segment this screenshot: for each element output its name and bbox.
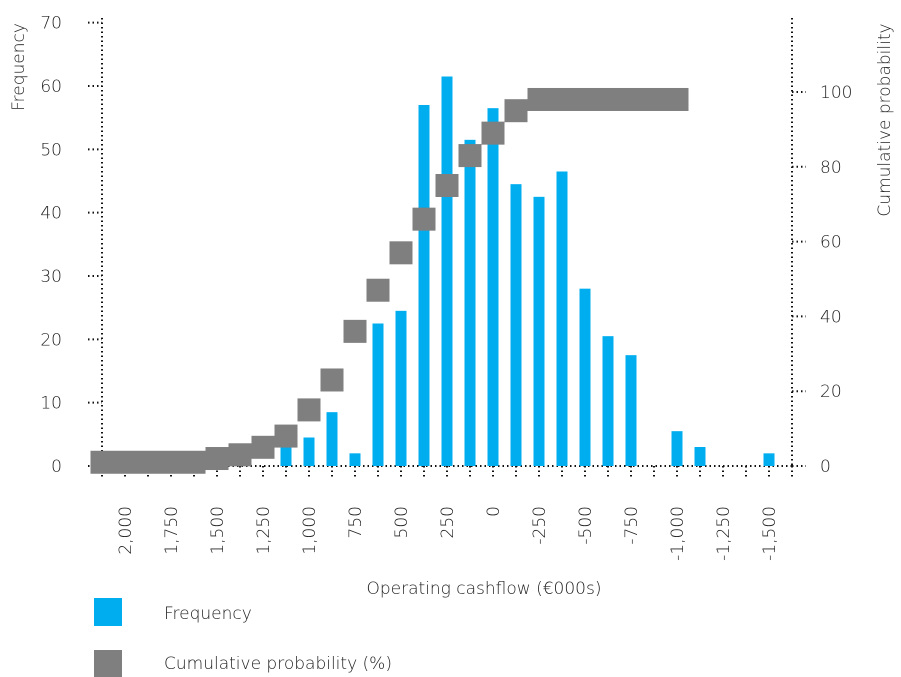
cumulative-marker	[550, 87, 574, 111]
x-tick-label: 1,750	[162, 506, 182, 555]
y-tick-label: 60	[40, 77, 62, 97]
x-tick-label: 500	[392, 506, 412, 538]
x-tick-label: -1,250	[714, 506, 734, 561]
cumulative-marker	[113, 450, 137, 474]
x-tick-label: -500	[576, 506, 596, 545]
x-tick-label: 1,250	[254, 506, 274, 555]
cumulative-marker	[665, 87, 689, 111]
frequency-bar	[372, 323, 384, 466]
cumulative-marker	[136, 450, 160, 474]
legend-frequency-swatch	[94, 598, 122, 626]
y2-axis-title: Cumulative probability	[875, 23, 895, 216]
y2-tick-label: 40	[820, 307, 842, 327]
cumulative-marker	[389, 241, 413, 265]
cumulative-marker	[366, 278, 390, 302]
x-tick-label: 2,000	[116, 506, 136, 555]
cumulative-marker	[458, 144, 482, 168]
tick-labels: 0 10 20 30 40 50 60 70 0 20 40 60 80 100 2,000 1,750 1,5…	[40, 14, 852, 561]
cumulative-marker	[504, 99, 528, 123]
y-tick-label: 70	[40, 14, 62, 34]
frequency-bar	[418, 105, 430, 466]
y-tick-label: 10	[40, 394, 62, 414]
cumulative-marker	[412, 207, 436, 231]
frequency-bar	[441, 76, 453, 466]
cumulative-marker	[596, 87, 620, 111]
cumulative-marker	[274, 424, 298, 448]
y2-tick-label: 0	[820, 457, 831, 477]
frequency-bar	[326, 412, 338, 466]
cumulative-marker	[90, 450, 114, 474]
cumulative-marker	[228, 443, 252, 467]
y-tick-label: 30	[40, 267, 62, 287]
cumulative-marker	[619, 87, 643, 111]
x-tick-label: 250	[438, 506, 458, 538]
axes-group	[88, 18, 806, 478]
frequency-bar	[280, 447, 292, 466]
cumulative-marker	[527, 87, 551, 111]
frequency-bar	[694, 447, 706, 466]
frequency-bars	[280, 76, 775, 467]
x-axis-title: Operating cashflow (€000s)	[366, 579, 601, 599]
frequency-bar	[763, 453, 775, 466]
x-tick-label: -1,000	[668, 506, 688, 561]
legend-cumulative-label: Cumulative probability (%)	[164, 654, 392, 674]
frequency-bar	[625, 355, 637, 466]
x-tick-label: -1,500	[760, 506, 780, 561]
cumulative-marker	[205, 447, 229, 471]
y-tick-label: 20	[40, 330, 62, 350]
y2-tick-label: 100	[820, 83, 852, 103]
cumulative-marker	[182, 450, 206, 474]
legend-frequency-label: Frequency	[164, 604, 252, 624]
frequency-bar	[671, 431, 683, 466]
y-axis-title: Frequency	[9, 23, 29, 111]
x-tick-label: 750	[346, 506, 366, 538]
y2-tick-label: 20	[820, 382, 842, 402]
cumulative-marker	[343, 319, 367, 343]
cumulative-markers	[90, 87, 689, 474]
cumulative-marker	[435, 174, 459, 197]
frequency-bar	[533, 196, 545, 467]
cumulative-marker	[573, 87, 597, 111]
frequency-bar	[510, 184, 522, 466]
cumulative-marker	[642, 87, 666, 111]
frequency-bar	[464, 139, 476, 467]
cumulative-marker	[251, 435, 275, 459]
cumulative-marker	[320, 368, 344, 392]
x-tick-label: 1,500	[208, 506, 228, 555]
cumulative-marker	[297, 398, 321, 422]
cumulative-marker	[481, 121, 505, 145]
frequency-bar	[602, 336, 614, 466]
legend-cumulative-swatch	[94, 650, 122, 677]
cumulative-marker	[159, 450, 183, 474]
frequency-bar	[395, 310, 407, 466]
frequency-bar	[487, 108, 499, 467]
x-tick-label: 1,000	[300, 506, 320, 555]
y-tick-label: 40	[40, 204, 62, 224]
x-tick-label: -750	[622, 506, 642, 545]
frequency-bar	[556, 171, 568, 466]
x-tick-label: 0	[484, 506, 504, 517]
frequency-bar	[579, 288, 591, 466]
y2-tick-label: 80	[820, 158, 842, 178]
y-tick-label: 50	[40, 140, 62, 160]
y2-tick-label: 60	[820, 233, 842, 253]
x-tick-label: -250	[530, 506, 550, 545]
y-tick-label: 0	[51, 457, 62, 477]
frequency-bar	[303, 437, 315, 466]
frequency-bar	[349, 453, 361, 466]
